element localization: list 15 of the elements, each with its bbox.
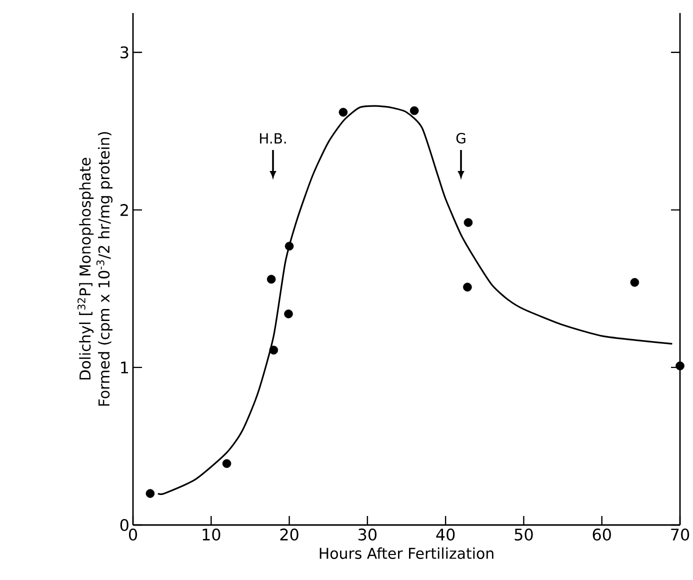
x-tick-label: 0 — [128, 528, 138, 541]
y-tick-label: 3 — [120, 46, 128, 58]
x-tick-label: 50 — [514, 528, 533, 541]
x-tick-label: 30 — [358, 528, 377, 541]
x-tick-label: 60 — [592, 528, 611, 541]
y-tick-label: 2 — [120, 204, 128, 216]
x-tick-label: 10 — [202, 528, 220, 541]
x-tick-label: 40 — [436, 528, 455, 541]
annotation: G — [456, 132, 466, 144]
x-axis-title: Hours After Fertilization — [320, 547, 494, 559]
y-tick-label: 1 — [121, 362, 128, 374]
y-tick-label: 0 — [120, 518, 128, 532]
annotation: H.B. — [260, 133, 286, 144]
x-tick-label: 70 — [671, 528, 690, 541]
x-tick-label: 20 — [280, 528, 298, 541]
